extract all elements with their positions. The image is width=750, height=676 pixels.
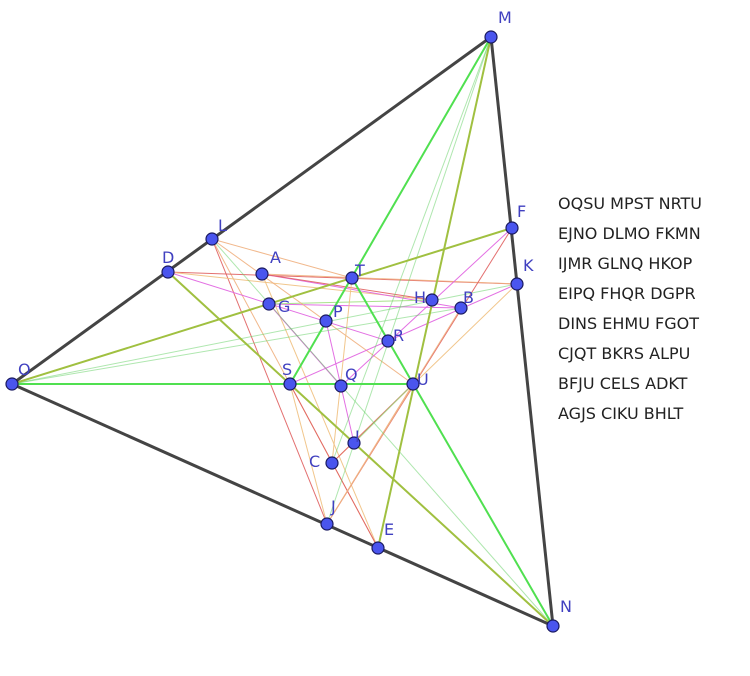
point — [319, 314, 333, 328]
point-label: C — [309, 452, 320, 471]
point — [161, 265, 175, 279]
segment — [268, 303, 462, 309]
segment — [489, 36, 555, 627]
group-line: EIPQ FHQR DGPR — [558, 284, 696, 303]
point-label: O — [18, 360, 31, 379]
segment — [353, 383, 414, 444]
point-label: H — [414, 288, 426, 307]
point — [406, 377, 420, 391]
segment — [11, 307, 462, 385]
segment — [167, 271, 554, 627]
segment — [211, 238, 414, 385]
point-label: M — [498, 8, 512, 27]
group-line: OQSU MPST NRTU — [558, 194, 702, 213]
point-label: I — [355, 427, 360, 446]
point-label: S — [282, 360, 292, 379]
segment — [167, 271, 389, 342]
point — [454, 301, 468, 315]
group-line: CJQT BKRS ALPU — [558, 344, 690, 363]
point-label: G — [278, 297, 290, 316]
point-label: E — [384, 520, 394, 539]
segment — [289, 383, 328, 525]
point — [262, 297, 276, 311]
segment — [289, 36, 492, 385]
segment — [377, 36, 492, 549]
segment — [340, 227, 513, 387]
group-line: IJMR GLNQ HKOP — [558, 254, 693, 273]
point — [5, 377, 19, 391]
segment — [326, 307, 462, 525]
segment — [11, 35, 492, 386]
point-label: Q — [345, 365, 358, 384]
point-label: U — [417, 370, 429, 389]
segment — [268, 299, 433, 305]
point-label: T — [354, 261, 365, 280]
point — [205, 232, 219, 246]
point — [347, 436, 361, 450]
point-label: N — [560, 597, 572, 616]
point-label: J — [330, 497, 336, 516]
segment — [331, 277, 353, 464]
point — [484, 30, 498, 44]
point — [325, 456, 339, 470]
point — [255, 267, 269, 281]
group-line: BFJU CELS ADKT — [558, 374, 688, 393]
point — [381, 334, 395, 348]
point-label: B — [463, 288, 474, 307]
point — [283, 377, 297, 391]
point — [345, 271, 359, 285]
collinear-groups: OQSU MPST NRTU EJNO DLMO FKMN IJMR GLNQ HK… — [558, 194, 702, 423]
point-label: F — [517, 202, 526, 221]
group-line: DINS EHMU FGOT — [558, 314, 699, 333]
segment — [211, 238, 328, 525]
segment — [11, 382, 554, 628]
points: M N O F K L D A T G H B P R S Q U I C J E — [5, 8, 572, 633]
group-line: AGJS CIKU BHLT — [558, 404, 683, 423]
point — [425, 293, 439, 307]
segment — [289, 283, 518, 385]
point — [334, 379, 348, 393]
point-label: K — [523, 256, 534, 275]
group-line: EJNO DLMO FKMN — [558, 224, 701, 243]
point — [371, 541, 385, 555]
segment — [11, 227, 513, 385]
point — [546, 619, 560, 633]
point-label: A — [270, 248, 281, 267]
point-label: R — [393, 326, 404, 345]
point-label: P — [333, 302, 343, 321]
point-label: D — [162, 248, 174, 267]
point — [505, 221, 519, 235]
construction-lines — [11, 35, 555, 628]
segment — [211, 238, 554, 627]
point — [510, 277, 524, 291]
segment — [331, 36, 492, 464]
point-label: L — [218, 216, 227, 235]
segment — [211, 238, 353, 279]
point — [320, 517, 334, 531]
segment — [261, 273, 518, 285]
